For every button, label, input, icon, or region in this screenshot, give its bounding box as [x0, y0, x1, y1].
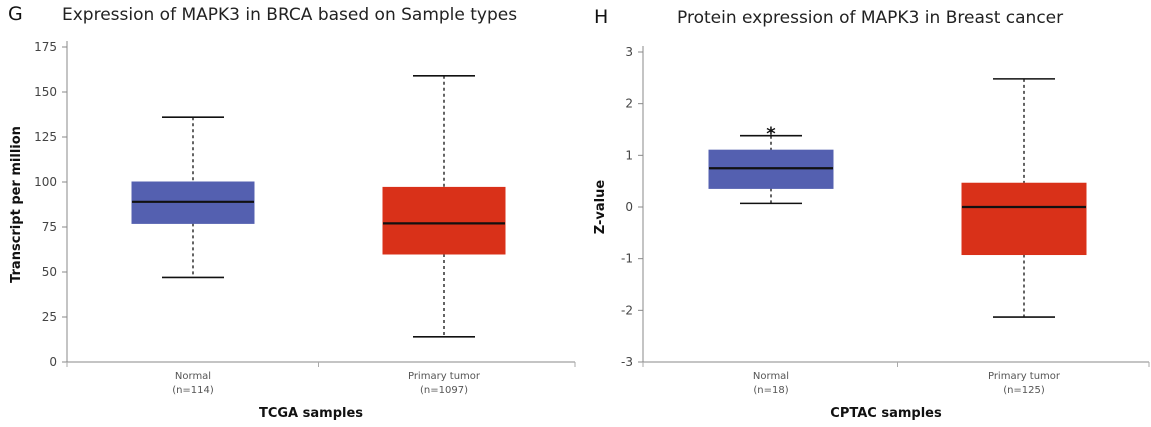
box-body [961, 182, 1087, 256]
x-category-label: Normal [753, 371, 789, 382]
x-category-count: (n=1097) [420, 385, 468, 396]
y-tick-label: -2 [621, 303, 633, 317]
y-tick-label: 75 [42, 220, 57, 234]
y-tick-label: 150 [34, 85, 57, 99]
panel-letter: G [8, 3, 23, 25]
y-axis-title: Transcript per million [9, 126, 24, 283]
y-tick-label: 2 [625, 97, 633, 111]
chart-panel-h: H Protein expression of MAPK3 in Breast c… [593, 6, 1150, 421]
y-tick-label: 25 [42, 310, 57, 324]
chart-panel-g: G Expression of MAPK3 in BRCA based on Sa… [8, 3, 576, 421]
y-tick-label: 100 [34, 175, 57, 189]
y-tick-label: -1 [621, 252, 633, 266]
chart-title: Protein expression of MAPK3 in Breast ca… [677, 8, 1063, 28]
significance-marker: * [766, 124, 776, 145]
box-0: * Normal (n=18) [708, 124, 834, 396]
x-category-label: Primary tumor [408, 371, 481, 382]
box-1: Primary tumor (n=125) [961, 78, 1087, 396]
x-axis-title: TCGA samples [259, 406, 363, 421]
x-category-label: Primary tumor [988, 371, 1061, 382]
x-axis-title: CPTAC samples [830, 406, 942, 421]
x-category-count: (n=114) [172, 385, 214, 396]
y-tick-label: 0 [625, 200, 633, 214]
x-category-count: (n=18) [753, 385, 788, 396]
panel-letter: H [594, 6, 608, 28]
box-0: Normal (n=114) [131, 116, 255, 396]
y-tick-label: 3 [625, 45, 633, 59]
chart-title: Expression of MAPK3 in BRCA based on Sam… [62, 5, 517, 25]
y-axis-title: Z-value [593, 180, 608, 235]
x-category-label: Normal [175, 371, 211, 382]
y-tick-label: 125 [34, 130, 57, 144]
y-tick-label: 0 [49, 355, 57, 369]
box-1: Primary tumor (n=1097) [382, 75, 506, 396]
x-category-count: (n=125) [1003, 385, 1045, 396]
y-tick-label: -3 [621, 355, 633, 369]
box-body [382, 186, 506, 255]
y-tick-label: 50 [42, 265, 57, 279]
y-tick-label: 175 [34, 40, 57, 54]
y-tick-label: 1 [625, 148, 633, 162]
